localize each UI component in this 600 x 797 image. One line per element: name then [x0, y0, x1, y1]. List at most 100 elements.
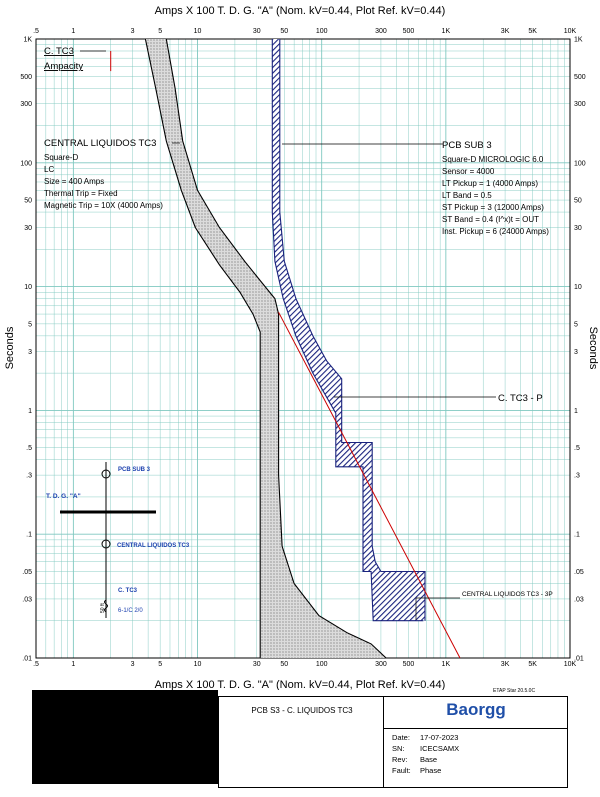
title-block-frame [218, 696, 568, 788]
breaker-central-symbol [101, 539, 111, 549]
y-tick-label-right: 100 [574, 160, 586, 167]
y-tick-label-right: .03 [574, 596, 584, 603]
y-tick-label-right: .5 [574, 445, 580, 452]
x-tick-label-bottom: 100 [316, 661, 328, 668]
x-tick-label-bottom: 10 [194, 661, 202, 668]
title-block-divider [383, 696, 384, 788]
x-tick-label-bottom: 5K [528, 661, 537, 668]
annotation-central-title: CENTRAL LIQUIDOS TC3 [44, 138, 156, 149]
y-tick-label-left: .01 [22, 656, 32, 663]
band-fill [272, 39, 425, 621]
x-tick-label-bottom: 5 [158, 661, 162, 668]
x-tick-label-top: 1 [71, 28, 75, 35]
x-tick-label-top: 100 [316, 28, 328, 35]
title-block-row: Date: 17-07-2023 [392, 733, 458, 742]
series-line [278, 312, 461, 659]
annotation-pcb-title: PCB SUB 3 [442, 140, 492, 151]
y-tick-label-left: 300 [20, 101, 32, 108]
x-tick-label-bottom: 3K [501, 661, 510, 668]
y-tick-label-left: .3 [26, 473, 32, 480]
annotation-central-line: LC [44, 165, 54, 174]
x-tick-label-bottom: 30 [253, 661, 261, 668]
y-tick-label-right: 50 [574, 198, 582, 205]
y-tick-label-right: 5 [574, 321, 578, 328]
chart-ticks: .5 .5 1 1 3 3 5 5 10 10 30 30 50 50 100 100 300 300 500 500… [20, 28, 585, 668]
x-tick-label-top: 300 [375, 28, 387, 35]
x-tick-label-bottom: 300 [375, 661, 387, 668]
one-line-breaker2-label: CENTRAL LIQUIDOS TC3 [117, 543, 190, 549]
y-axis-label-right: Seconds [587, 327, 599, 370]
chart-annotations: C. TC3 Ampacity CENTRAL LIQUIDOS TC3 Squ… [44, 46, 553, 598]
y-tick-label-left: 1 [28, 408, 32, 415]
x-tick-label-top: 10K [564, 28, 577, 35]
annotation-ctc3p: C. TC3 - P [498, 393, 543, 404]
annotation-central-3p: CENTRAL LIQUIDOS TC3 - 3P [462, 591, 553, 598]
x-tick-label-top: .5 [33, 28, 39, 35]
y-tick-label-left: 50 [24, 198, 32, 205]
annotation-pcb-line: LT Band = 0.5 [442, 191, 492, 200]
x-tick-label-top: 10 [194, 28, 202, 35]
y-tick-label-left: .05 [22, 569, 32, 576]
y-tick-label-right: 1 [574, 408, 578, 415]
x-tick-label-bottom: 50 [280, 661, 288, 668]
x-tick-label-top: 30 [253, 28, 261, 35]
x-tick-label-top: 50 [280, 28, 288, 35]
x-tick-label-bottom: 10K [564, 661, 577, 668]
one-line-breaker1-label: PCB SUB 3 [118, 467, 151, 473]
annotation-pcb-line: ST Pickup = 3 (12000 Amps) [442, 203, 544, 212]
y-axis-label-left: Seconds [4, 326, 16, 369]
y-tick-label-left: 3 [28, 349, 32, 356]
y-tick-label-left: .5 [26, 445, 32, 452]
x-tick-label-top: 3K [501, 28, 510, 35]
title-block-value: 17-07-2023 [420, 733, 459, 742]
redacted-block [32, 690, 218, 784]
x-tick-label-top: 500 [403, 28, 415, 35]
y-tick-label-right: 10 [574, 284, 582, 291]
y-tick-label-right: 3 [574, 349, 578, 356]
y-tick-label-left: 5 [28, 321, 32, 328]
title-block-value: ICECSAMX [420, 744, 460, 753]
title-block-value: Base [420, 755, 438, 764]
y-tick-label-right: .05 [574, 569, 584, 576]
drawing-title: PCB S3 - C. LIQUIDOS TC3 [251, 706, 353, 715]
band-min-curve [271, 39, 424, 622]
x-tick-label-bottom: 1 [71, 661, 75, 668]
etap-version: ETAP Star 20.5.0C [493, 688, 536, 694]
band-max-curve [279, 39, 426, 621]
title-block-key: Date: [392, 733, 410, 742]
y-tick-label-left: .03 [22, 596, 32, 603]
y-tick-label-right: .1 [574, 532, 580, 539]
annotation-ctc3-sub: Ampacity [44, 61, 83, 72]
annotation-central-line: Square-D [44, 153, 78, 162]
y-tick-label-right: 300 [574, 101, 586, 108]
company-logo: Baorgg [446, 700, 506, 719]
band-max-curve [165, 38, 387, 659]
x-tick-label-top: 5 [158, 28, 162, 35]
x-tick-label-bottom: 3 [131, 661, 135, 668]
chart-curves [80, 38, 496, 659]
y-tick-label-left: 30 [24, 225, 32, 232]
breaker-pcb-sub3-symbol [101, 469, 111, 479]
cable-symbol [104, 599, 108, 613]
y-tick-label-left: 1K [23, 37, 32, 44]
y-tick-label-right: 500 [574, 74, 586, 81]
y-tick-label-left: 100 [20, 160, 32, 167]
y-tick-label-right: 30 [574, 225, 582, 232]
y-tick-label-right: .01 [574, 656, 584, 663]
x-tick-label-top: 3 [131, 28, 135, 35]
annotation-central-line: Thermal Trip = Fixed [44, 189, 118, 198]
y-tick-label-left: .1 [26, 532, 32, 539]
x-tick-label-top: 1K [442, 28, 451, 35]
one-line-cable-label: C. TC3 [118, 588, 138, 594]
tcc-chart: .5 .5 1 1 3 3 5 5 10 10 30 30 50 50 100 100 300 300 500 500… [4, 5, 599, 690]
band-fill [145, 39, 387, 658]
annotation-ctc3-title: C. TC3 [44, 46, 74, 57]
one-line-cable-length: 50 ft [100, 603, 106, 613]
y-tick-label-left: 500 [20, 74, 32, 81]
title-block-row: Fault: Phase [392, 766, 441, 775]
title-block-key: Rev: [392, 755, 408, 764]
x-tick-label-bottom: 500 [403, 661, 415, 668]
x-axis-label: Amps X 100 T. D. G. "A" (Nom. kV=0.44, P… [155, 679, 446, 690]
annotation-pcb-line: Sensor = 4000 [442, 167, 495, 176]
chart-title: Amps X 100 T. D. G. "A" (Nom. kV=0.44, P… [155, 5, 446, 17]
